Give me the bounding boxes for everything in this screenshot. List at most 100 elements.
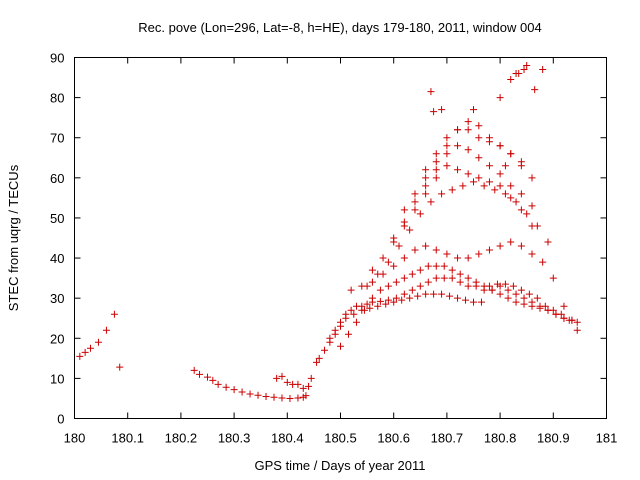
data-point <box>539 258 547 266</box>
data-point <box>528 222 536 230</box>
data-point <box>411 190 419 198</box>
data-point <box>485 246 493 254</box>
data-point <box>504 294 512 302</box>
data-point <box>464 170 472 178</box>
data-point <box>416 210 424 218</box>
data-point <box>427 88 435 96</box>
x-tick-label: 180.2 <box>165 431 198 446</box>
data-point <box>443 250 451 258</box>
data-point <box>408 270 416 278</box>
data-point <box>552 310 560 318</box>
data-point <box>560 302 568 310</box>
data-point <box>395 242 403 250</box>
data-point <box>400 254 408 262</box>
data-point <box>533 294 541 302</box>
data-point <box>406 226 414 234</box>
y-tick-label: 40 <box>50 251 64 266</box>
data-point <box>507 182 515 190</box>
data-point <box>392 278 400 286</box>
data-point <box>496 290 504 298</box>
data-point <box>488 286 496 294</box>
data-point <box>382 300 390 308</box>
data-point <box>480 282 488 290</box>
data-point <box>422 242 430 250</box>
data-point <box>507 194 515 202</box>
data-point <box>408 286 416 294</box>
data-point <box>411 206 419 214</box>
data-point <box>313 358 321 366</box>
data-point <box>432 274 440 282</box>
data-point <box>520 294 528 302</box>
data-point <box>432 174 440 182</box>
data-point <box>496 142 504 150</box>
data-point <box>294 394 302 402</box>
chart-title: Rec. pove (Lon=296, Lat=-8, h=HE), days … <box>138 20 541 35</box>
data-point <box>472 278 480 286</box>
data-point <box>459 182 467 190</box>
y-tick-label: 10 <box>50 371 64 386</box>
data-point <box>422 182 430 190</box>
data-point <box>454 254 462 262</box>
data-point <box>528 298 536 306</box>
data-point <box>286 394 294 402</box>
data-point <box>416 282 424 290</box>
data-point <box>438 106 446 114</box>
data-point <box>430 290 438 298</box>
data-point <box>254 391 262 399</box>
data-point <box>475 134 483 142</box>
data-point <box>190 366 198 374</box>
data-point <box>504 286 512 294</box>
y-tick-label: 0 <box>57 412 64 427</box>
data-point <box>400 218 408 226</box>
data-point <box>517 286 525 294</box>
data-point <box>512 198 520 206</box>
data-point <box>422 174 430 182</box>
data-point <box>238 388 246 396</box>
data-point <box>326 338 334 346</box>
data-point <box>477 298 485 306</box>
data-point <box>342 314 350 322</box>
data-point <box>81 348 89 356</box>
x-tick-label: 180.4 <box>271 431 304 446</box>
data-point <box>462 296 470 304</box>
data-point <box>432 246 440 254</box>
data-point <box>350 310 358 318</box>
data-point <box>544 238 552 246</box>
data-point <box>573 326 581 334</box>
data-point <box>536 302 544 310</box>
data-point <box>456 278 464 286</box>
data-point <box>294 380 302 388</box>
data-point <box>344 330 352 338</box>
data-point <box>443 142 451 150</box>
data-point <box>299 384 307 392</box>
data-point <box>376 286 384 294</box>
data-point <box>427 198 435 206</box>
data-point <box>470 106 477 114</box>
data-point <box>512 298 520 306</box>
data-point <box>390 262 398 270</box>
data-point <box>360 306 368 314</box>
data-point <box>475 122 483 130</box>
data-point <box>520 66 528 74</box>
data-point <box>496 94 504 102</box>
data-point <box>456 270 464 278</box>
data-point <box>496 182 504 190</box>
data-point <box>440 274 448 282</box>
data-point <box>480 182 488 190</box>
data-point <box>411 198 419 206</box>
y-tick-label: 80 <box>50 91 64 106</box>
data-point <box>523 210 531 218</box>
data-point <box>422 290 430 298</box>
data-point <box>432 150 440 158</box>
data-point <box>464 126 472 134</box>
data-point <box>222 383 230 391</box>
data-point <box>470 178 477 186</box>
data-point <box>392 294 400 302</box>
data-point <box>475 250 483 258</box>
data-point <box>422 190 430 198</box>
x-axis: 180 180.1 180.2 180.3 180.4 180.5 180.6 180.7 18… <box>64 57 617 446</box>
data-point <box>470 298 477 306</box>
data-point <box>517 206 525 214</box>
data-point <box>305 382 313 390</box>
x-tick-label: 180.5 <box>324 431 357 446</box>
